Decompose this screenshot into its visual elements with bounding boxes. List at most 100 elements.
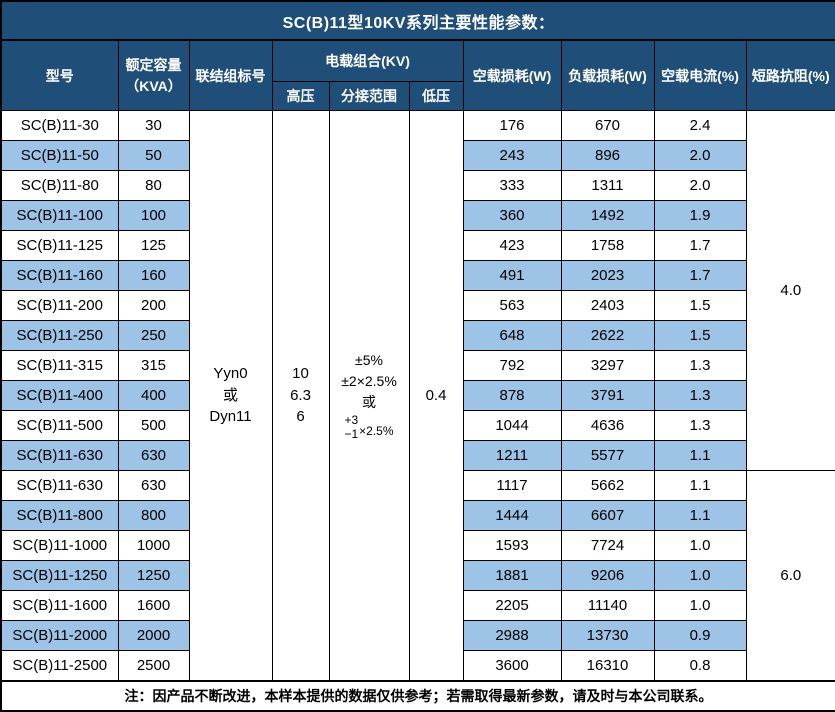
cell-load-loss: 5577 [560, 440, 655, 471]
cell-no-load-loss: 2205 [462, 590, 562, 621]
cell-no-load-loss: 243 [462, 140, 562, 171]
cell-model: SC(B)11-2000 [0, 620, 119, 651]
table-row: SC(B)11-200 200 563 2403 1.5 [0, 290, 835, 321]
cell-no-load-loss: 1117 [462, 470, 562, 501]
cell-model: SC(B)11-30 [0, 110, 119, 141]
cell-capacity: 1000 [117, 530, 190, 561]
cell-capacity: 250 [117, 320, 190, 351]
cell-capacity: 800 [117, 500, 190, 531]
cell-load-loss: 4636 [560, 410, 655, 441]
cell-capacity: 630 [117, 470, 190, 501]
cell-load-loss: 2023 [560, 260, 655, 291]
cell-no-load-current: 1.5 [653, 320, 747, 351]
cell-load-loss: 2622 [560, 320, 655, 351]
cell-capacity: 160 [117, 260, 190, 291]
cell-capacity: 1600 [117, 590, 190, 621]
tap-range-fraction: +3 −1 ×2.5% [344, 412, 394, 441]
cell-model: SC(B)11-1250 [0, 560, 119, 591]
cell-load-loss: 896 [560, 140, 655, 171]
header-lv: 低压 [408, 81, 464, 111]
cell-no-load-current: 1.0 [653, 530, 747, 561]
cell-capacity: 200 [117, 290, 190, 321]
cell-model: SC(B)11-100 [0, 200, 119, 231]
cell-no-load-current: 1.0 [653, 560, 747, 591]
header-no-load-current: 空载电流(%) [653, 39, 747, 111]
cell-capacity: 30 [117, 110, 190, 141]
header-impedance: 短路抗阻(%) [745, 39, 835, 111]
cell-model: SC(B)11-125 [0, 230, 119, 261]
cell-capacity: 400 [117, 380, 190, 411]
table-row: SC(B)11-2000 2000 2988 13730 0.9 [0, 620, 835, 651]
cell-load-loss: 1492 [560, 200, 655, 231]
cell-no-load-current: 1.3 [653, 410, 747, 441]
cell-no-load-loss: 333 [462, 170, 562, 201]
cell-no-load-current: 1.7 [653, 230, 747, 261]
title-row: SC(B)11型10KV系列主要性能参数： [0, 0, 835, 41]
cell-no-load-loss: 360 [462, 200, 562, 231]
cell-no-load-loss: 423 [462, 230, 562, 261]
cell-load-loss: 11140 [560, 590, 655, 621]
table-row: SC(B)11-1600 1600 2205 11140 1.0 [0, 590, 835, 621]
cell-load-loss: 13730 [560, 620, 655, 651]
cell-no-load-loss: 2988 [462, 620, 562, 651]
cell-model: SC(B)11-400 [0, 380, 119, 411]
header-capacity: 额定容量 （KVA） [117, 39, 190, 111]
cell-hv: 10 6.3 6 [271, 110, 330, 682]
cell-model: SC(B)11-500 [0, 410, 119, 441]
table-row: SC(B)11-630 630 1211 5577 1.1 [0, 440, 835, 471]
cell-model: SC(B)11-630 [0, 470, 119, 501]
cell-load-loss: 3791 [560, 380, 655, 411]
cell-no-load-loss: 1211 [462, 440, 562, 471]
cell-no-load-loss: 1881 [462, 560, 562, 591]
cell-capacity: 2500 [117, 650, 190, 682]
header-tap-range: 分接范围 [328, 81, 410, 111]
cell-no-load-current: 2.4 [653, 110, 747, 141]
cell-capacity: 80 [117, 170, 190, 201]
cell-no-load-loss: 563 [462, 290, 562, 321]
cell-no-load-current: 0.8 [653, 650, 747, 682]
cell-no-load-loss: 648 [462, 320, 562, 351]
cell-model: SC(B)11-1600 [0, 590, 119, 621]
table-row: SC(B)11-800 800 1444 6607 1.1 [0, 500, 835, 531]
header-voltage-combo: 电载组合(KV) [271, 39, 464, 82]
header-connection-group: 联结组标号 [188, 39, 273, 111]
cell-capacity: 500 [117, 410, 190, 441]
cell-capacity: 125 [117, 230, 190, 261]
cell-model: SC(B)11-50 [0, 140, 119, 171]
cell-no-load-loss: 792 [462, 350, 562, 381]
page-title: SC(B)11型10KV系列主要性能参数： [0, 0, 835, 41]
table-row: SC(B)11-30 30 Yyn0 或 Dyn11 10 6.3 6 ±5% … [0, 110, 835, 682]
cell-capacity: 2000 [117, 620, 190, 651]
header-no-load-loss: 空载损耗(W) [462, 39, 562, 111]
table-row: SC(B)11-250 250 648 2622 1.5 [0, 320, 835, 351]
cell-load-loss: 6607 [560, 500, 655, 531]
table-row: SC(B)11-500 500 1044 4636 1.3 [0, 410, 835, 441]
cell-no-load-current: 1.1 [653, 500, 747, 531]
cell-load-loss: 5662 [560, 470, 655, 501]
table-row: SC(B)11-160 160 491 2023 1.7 [0, 260, 835, 291]
cell-model: SC(B)11-800 [0, 500, 119, 531]
cell-no-load-loss: 176 [462, 110, 562, 141]
cell-no-load-current: 1.3 [653, 380, 747, 411]
table-row: SC(B)11-80 80 333 1311 2.0 [0, 170, 835, 201]
cell-no-load-current: 1.5 [653, 290, 747, 321]
header-row-top: 型号 额定容量 （KVA） 联结组标号 电载组合(KV) 空载损耗(W) 负载损… [0, 39, 835, 111]
cell-capacity: 315 [117, 350, 190, 381]
cell-load-loss: 9206 [560, 560, 655, 591]
cell-model: SC(B)11-200 [0, 290, 119, 321]
cell-no-load-current: 1.7 [653, 260, 747, 291]
cell-connection-group: Yyn0 或 Dyn11 [188, 110, 273, 682]
cell-model: SC(B)11-315 [0, 350, 119, 381]
cell-lv: 0.4 [408, 110, 464, 682]
cell-load-loss: 16310 [560, 650, 655, 682]
cell-tap-range: ±5% ±2×2.5% 或 +3 −1 ×2.5% [328, 110, 410, 682]
table-row: SC(B)11-100 100 360 1492 1.9 [0, 200, 835, 231]
table-row: SC(B)11-630 630 1117 5662 1.1 6.0 [0, 470, 835, 682]
cell-model: SC(B)11-160 [0, 260, 119, 291]
cell-no-load-current: 2.0 [653, 140, 747, 171]
cell-no-load-loss: 878 [462, 380, 562, 411]
cell-capacity: 630 [117, 440, 190, 471]
table-row: SC(B)11-50 50 243 896 2.0 [0, 140, 835, 171]
header-model: 型号 [0, 39, 119, 111]
